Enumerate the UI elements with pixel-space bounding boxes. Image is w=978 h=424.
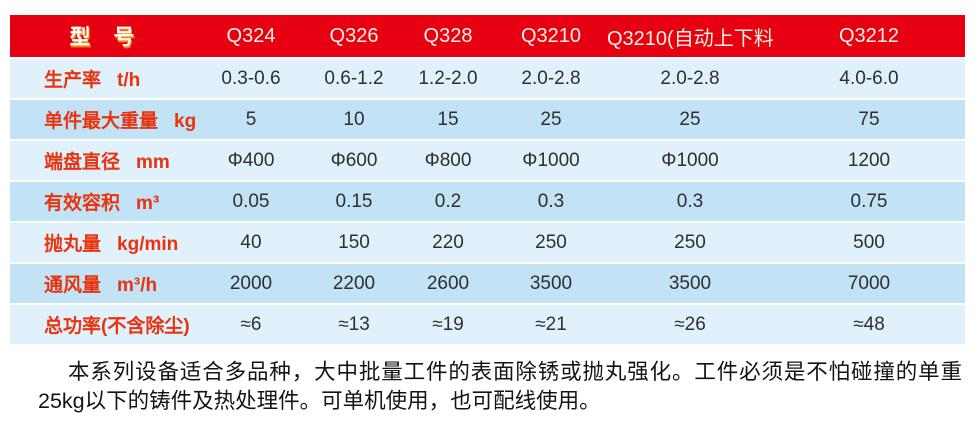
cell-value: 4.0-6.0 <box>773 58 965 100</box>
table-row-max-piece-weight: 单件最大重量 kg 5 10 15 25 25 75 <box>10 99 965 141</box>
cell-value: 0.3 <box>607 181 773 223</box>
row-label-text: 抛丸量 <box>44 234 102 255</box>
cell-value: 2.0-2.8 <box>495 58 607 100</box>
row-unit: t/h <box>117 70 141 91</box>
table-row-effective-volume: 有效容积 m³ 0.05 0.15 0.2 0.3 0.3 0.75 <box>10 181 965 223</box>
row-label-text: 端盘直径 <box>44 152 121 173</box>
cell-value: Φ1000 <box>495 140 607 182</box>
row-label: 端盘直径 mm <box>10 140 195 182</box>
row-label: 通风量 m³/h <box>10 263 195 305</box>
table-row-shot-flow: 抛丸量 kg/min 40 150 220 250 250 500 <box>10 222 965 264</box>
cell-value: 2600 <box>401 263 495 305</box>
row-unit: m³/h <box>117 275 158 296</box>
row-label-text: 单件最大重量 <box>44 111 159 132</box>
cell-value: 0.05 <box>195 181 307 223</box>
cell-value: 0.3 <box>495 181 607 223</box>
cell-value: 5 <box>195 99 307 141</box>
header-model-label: 型 号 <box>10 15 195 59</box>
cell-value: Φ600 <box>307 140 401 182</box>
cell-value: 25 <box>495 99 607 141</box>
cell-value: 25 <box>607 99 773 141</box>
header-model-q324: Q324 <box>195 15 307 59</box>
spec-table: 型 号 Q324 Q326 Q328 Q3210 Q3210(自动上下料) Q3… <box>10 15 965 346</box>
cell-value: 7000 <box>773 263 965 305</box>
cell-value: 2200 <box>307 263 401 305</box>
row-label: 生产率 t/h <box>10 58 195 100</box>
row-label-text: 通风量 <box>44 275 102 296</box>
cell-value: 40 <box>195 222 307 264</box>
cell-value: ≈21 <box>495 304 607 346</box>
table-row-production-rate: 生产率 t/h 0.3-0.6 0.6-1.2 1.2-2.0 2.0-2.8 2… <box>10 58 965 100</box>
row-unit: m³ <box>136 193 160 214</box>
row-label: 抛丸量 kg/min <box>10 222 195 264</box>
row-label-text: 有效容积 <box>44 193 121 214</box>
header-model-q326: Q326 <box>307 15 401 59</box>
cell-value: 0.75 <box>773 181 965 223</box>
cell-value: ≈19 <box>401 304 495 346</box>
table-row-total-power: 总功率(不含除尘) ≈6 ≈13 ≈19 ≈21 ≈26 ≈48 <box>10 304 965 346</box>
cell-value: Φ800 <box>401 140 495 182</box>
row-label-text: 总功率(不含除尘) <box>44 316 190 337</box>
cell-value: 500 <box>773 222 965 264</box>
table-row-disc-diameter: 端盘直径 mm Φ400 Φ600 Φ800 Φ1000 Φ1000 1200 <box>10 140 965 182</box>
cell-value: 1200 <box>773 140 965 182</box>
cell-value: 2.0-2.8 <box>607 58 773 100</box>
cell-value: Φ1000 <box>607 140 773 182</box>
cell-value: Φ400 <box>195 140 307 182</box>
cell-value: 75 <box>773 99 965 141</box>
cell-value: 3500 <box>607 263 773 305</box>
cell-value: ≈13 <box>307 304 401 346</box>
cell-value: 2000 <box>195 263 307 305</box>
header-model-q3212: Q3212 <box>773 15 965 59</box>
cell-value: ≈6 <box>195 304 307 346</box>
cell-value: 10 <box>307 99 401 141</box>
cell-value: 220 <box>401 222 495 264</box>
row-label: 总功率(不含除尘) <box>10 304 195 346</box>
row-label: 有效容积 m³ <box>10 181 195 223</box>
cell-value: 0.3-0.6 <box>195 58 307 100</box>
table-row-ventilation: 通风量 m³/h 2000 2200 2600 3500 3500 7000 <box>10 263 965 305</box>
cell-value: 1.2-2.0 <box>401 58 495 100</box>
cell-value: ≈48 <box>773 304 965 346</box>
cell-value: 250 <box>495 222 607 264</box>
row-label-text: 生产率 <box>44 70 102 91</box>
header-model-q328: Q328 <box>401 15 495 59</box>
row-unit: kg/min <box>117 234 179 255</box>
cell-value: 3500 <box>495 263 607 305</box>
description-paragraph: 本系列设备适合多品种，大中批量工件的表面除锈或抛丸强化。工件必须是不怕碰撞的单重… <box>38 360 962 413</box>
cell-value: 150 <box>307 222 401 264</box>
cell-value: ≈26 <box>607 304 773 346</box>
header-model-q3210-auto: Q3210(自动上下料) <box>607 15 773 59</box>
cell-value: 250 <box>607 222 773 264</box>
cell-value: 0.2 <box>401 181 495 223</box>
table-header-row: 型 号 Q324 Q326 Q328 Q3210 Q3210(自动上下料) Q3… <box>10 15 965 59</box>
cell-value: 15 <box>401 99 495 141</box>
row-unit: mm <box>136 152 170 173</box>
cell-value: 0.15 <box>307 181 401 223</box>
header-model-q3210: Q3210 <box>495 15 607 59</box>
cell-value: 0.6-1.2 <box>307 58 401 100</box>
row-unit: kg <box>174 111 195 132</box>
row-label: 单件最大重量 kg <box>10 99 195 141</box>
